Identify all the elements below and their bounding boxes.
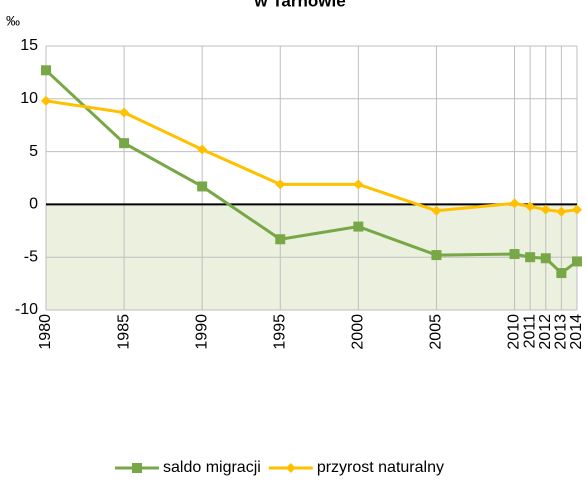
chart-title: w Tarnowie: [253, 0, 345, 10]
x-tick-label: 2013: [553, 314, 570, 350]
marker: [431, 205, 442, 216]
x-tick-label: 2011: [521, 314, 538, 349]
marker: [41, 95, 51, 106]
marker: [275, 234, 286, 245]
marker: [197, 144, 208, 155]
series-line: [45, 99, 578, 214]
marker: [509, 249, 520, 260]
x-tick-label: 2010: [506, 314, 523, 350]
marker: [572, 204, 582, 215]
x-tick-label: 1990: [193, 314, 210, 350]
marker: [275, 179, 286, 190]
x-tick-label: 2012: [537, 314, 554, 350]
legend-label: saldo migracji: [163, 459, 261, 476]
marker: [197, 181, 208, 192]
marker: [540, 204, 551, 215]
x-tick-label: 2014: [568, 314, 585, 350]
y-tick-label: 10: [20, 90, 38, 107]
marker: [132, 463, 142, 473]
marker: [285, 463, 296, 473]
y-tick-label: 0: [29, 196, 38, 213]
marker: [525, 252, 536, 263]
marker: [540, 253, 551, 264]
marker: [556, 268, 567, 279]
marker: [353, 221, 364, 232]
y-tick-label: 5: [29, 143, 38, 160]
marker: [119, 107, 130, 118]
x-tick-label: 2000: [350, 314, 367, 350]
marker: [556, 206, 567, 217]
x-tick-label: 1995: [271, 314, 288, 350]
marker: [572, 256, 582, 267]
marker: [41, 65, 51, 76]
legend-label: przyrost naturalny: [317, 459, 444, 476]
marker: [353, 179, 364, 190]
marker: [431, 250, 442, 261]
x-tick-label: 2005: [428, 314, 445, 350]
y-axis-label: ‰: [6, 13, 20, 29]
x-tick-label: 1980: [37, 314, 54, 350]
marker: [119, 138, 130, 149]
x-tick-label: 1985: [115, 314, 132, 350]
y-tick-label: -10: [15, 301, 38, 318]
y-tick-label: 15: [20, 37, 38, 54]
marker: [525, 201, 536, 212]
y-tick-label: -5: [24, 248, 38, 265]
marker: [509, 198, 520, 209]
